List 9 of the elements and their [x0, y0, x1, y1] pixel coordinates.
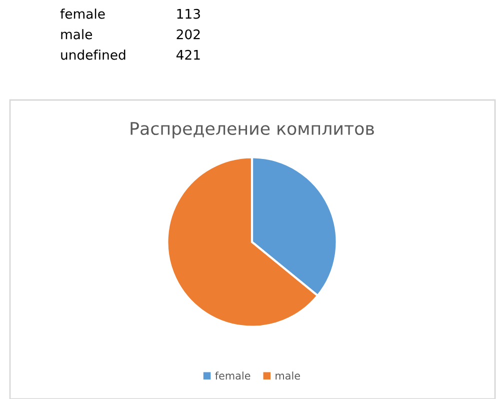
text: 421 [176, 50, 200, 60]
text: female [60, 8, 105, 19]
text: 202 [176, 29, 200, 40]
text: male [61, 29, 92, 40]
text: undefined [61, 50, 126, 60]
chart-title: Распределение комплитов [130, 122, 374, 138]
legend-label: female [215, 372, 250, 380]
text: 113 [177, 8, 200, 19]
legend-label: male [276, 372, 300, 380]
